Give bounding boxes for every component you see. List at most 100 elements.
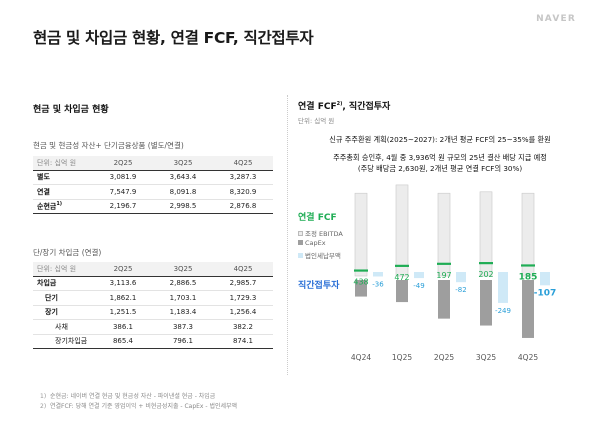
legend-capex: CapEx [298, 239, 326, 247]
x-tick-label: 1Q25 [392, 353, 412, 362]
cell: 1,256.4 [213, 305, 273, 320]
capex-bar [355, 280, 367, 297]
cell: 2,886.5 [153, 275, 213, 291]
footnotes: 1) 순현금: 네이버 연결 현금 및 현금성 자산 - 파이낸셜 현금 - 차입… [40, 392, 237, 412]
row-label: 장기차입금 [33, 334, 93, 349]
cell: 1,183.4 [153, 305, 213, 320]
cash-table: 단위: 십억 원 2Q25 3Q25 4Q25 별도 3,081.9 3,643… [33, 156, 273, 214]
debt-table: 단위: 십억 원 2Q25 3Q25 4Q25 차입금 3,113.6 2,88… [33, 262, 273, 349]
cash-col-header: 4Q25 [213, 156, 273, 170]
cell: 386.1 [93, 319, 153, 335]
invest-value-label: -36 [372, 280, 384, 288]
ebitda-bar [521, 192, 535, 277]
cell: 2,876.8 [213, 198, 273, 214]
fcf-value-label: 202 [478, 270, 493, 279]
page-title: 현금 및 차입금 현황, 연결 FCF, 직간접투자 [33, 29, 314, 47]
invest-value-label: -82 [455, 286, 466, 294]
fcf-section-title: 연결 FCF2), 직간접투자 [298, 101, 391, 112]
cell: 3,643.4 [153, 169, 213, 185]
invest-bar [456, 272, 466, 283]
legend-tax: 법인세납부액 [298, 250, 341, 260]
table-row: 별도 3,081.9 3,643.4 3,287.3 [33, 169, 273, 185]
cell: 2,196.7 [93, 198, 153, 214]
debt-table-title: 단/장기 차입금 (연결) [33, 248, 102, 257]
cell: 1,703.1 [153, 290, 213, 306]
x-tick-label: 3Q25 [476, 353, 496, 362]
cell: 2,985.7 [213, 275, 273, 291]
table-row: 장기 1,251.5 1,183.4 1,256.4 [33, 305, 273, 320]
footnote: 2) 연결FCF: 당해 연결 기준 영업이익 + 비현금성지출 - CapEx … [40, 403, 238, 410]
capex-bar [522, 280, 534, 338]
ebitda-bar [354, 192, 368, 277]
cell: 8,320.9 [213, 184, 273, 200]
cell: 3,287.3 [213, 169, 273, 185]
cash-col-header: 3Q25 [153, 156, 213, 170]
section-divider [287, 95, 288, 375]
cash-table-title: 현금 및 현금성 자산+ 단기금융상품 (별도/연결) [33, 141, 184, 150]
dividend-detail: (주당 배당금 2,630원, 2개년 평균 연결 FCF의 30%) [357, 164, 523, 173]
x-tick-label: 4Q25 [518, 353, 538, 362]
ebitda-bar [395, 184, 409, 277]
invest-value-label: -107 [534, 288, 557, 298]
fcf-value-label: 438 [353, 278, 368, 287]
row-label: 단기 [33, 290, 93, 306]
table-row: 사채 386.1 387.3 382.2 [33, 319, 273, 335]
naver-logo: NAVER [536, 14, 576, 24]
ebitda-bar [437, 192, 451, 277]
legend-invest-title: 직간접투자 [298, 281, 340, 291]
cell: 874.1 [213, 334, 273, 349]
cell: 865.4 [93, 334, 153, 349]
fcf-unit: 단위: 십억 원 [298, 117, 335, 125]
invest-bar [540, 272, 550, 286]
table-row: 연결 7,547.9 8,091.8 8,320.9 [33, 184, 273, 200]
table-row: 순현금1) 2,196.7 2,998.5 2,876.8 [33, 198, 273, 214]
invest-bar [414, 272, 424, 279]
row-label: 별도 [33, 169, 93, 185]
cell: 2,998.5 [153, 198, 213, 214]
debt-col-header: 2Q25 [93, 262, 153, 276]
row-label: 순현금1) [33, 198, 93, 214]
cell: 7,547.9 [93, 184, 153, 200]
footnote-marker: 1) [56, 201, 63, 208]
x-tick-label: 4Q24 [351, 353, 371, 362]
legend-fcf-title: 연결 FCF [298, 213, 337, 223]
fcf-value-label: 472 [394, 273, 409, 282]
table-row: 차입금 3,113.6 2,886.5 2,985.7 [33, 275, 273, 291]
capex-bar [438, 280, 450, 319]
legend-swatch-capex [298, 240, 303, 245]
row-label: 사채 [33, 319, 93, 335]
fcf-value-label: 197 [436, 271, 451, 280]
cell: 796.1 [153, 334, 213, 349]
capex-bar [396, 280, 408, 303]
legend-swatch-ebitda [298, 231, 303, 236]
invest-bar [498, 272, 508, 303]
footnote: 1) 순현금: 네이버 연결 현금 및 현금성 자산 - 파이낸셜 현금 - 차입… [40, 393, 216, 400]
cash-debt-section-title: 현금 및 차입금 현황 [33, 105, 109, 115]
invest-value-label: -49 [413, 282, 424, 290]
invest-bar [373, 272, 383, 277]
capex-bar [480, 280, 492, 326]
row-label: 연결 [33, 184, 93, 200]
cell: 1,251.5 [93, 305, 153, 320]
ebitda-bar [479, 191, 493, 277]
debt-col-header: 3Q25 [153, 262, 213, 276]
cell: 387.3 [153, 319, 213, 335]
shareholder-return-notice: 신규 주주환원 계획(2025~2027): 2개년 평균 FCF의 25~35… [329, 135, 551, 144]
invest-value-label: -249 [495, 307, 511, 315]
cell: 1,862.1 [93, 290, 153, 306]
debt-table-unit: 단위: 십억 원 [33, 262, 93, 276]
cell: 3,081.9 [93, 169, 153, 185]
cell: 1,729.3 [213, 290, 273, 306]
x-tick-label: 2Q25 [434, 353, 454, 362]
debt-col-header: 4Q25 [213, 262, 273, 276]
dividend-notice: 주주총회 승인후, 4월 중 3,936억 원 규모의 25년 결산 배당 지급… [333, 153, 547, 162]
table-row: 단기 1,862.1 1,703.1 1,729.3 [33, 290, 273, 306]
cash-table-unit: 단위: 십억 원 [33, 156, 93, 170]
legend-ebitda: 조정 EBITDA [298, 228, 343, 238]
cell: 3,113.6 [93, 275, 153, 291]
fcf-value-label: 185 [519, 272, 538, 282]
row-label: 장기 [33, 305, 93, 320]
row-label: 차입금 [33, 275, 93, 291]
table-row: 장기차입금 865.4 796.1 874.1 [33, 334, 273, 349]
